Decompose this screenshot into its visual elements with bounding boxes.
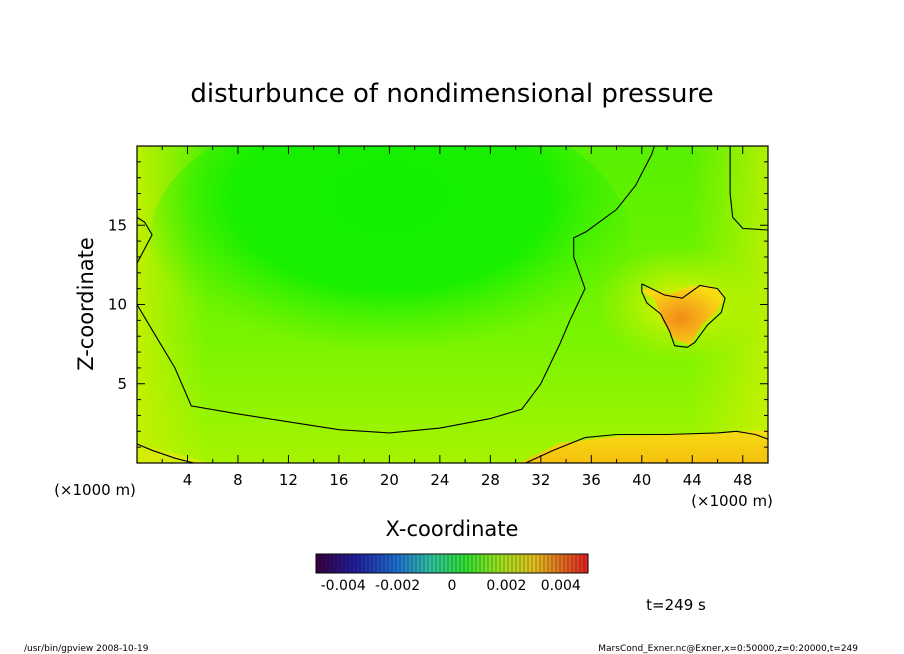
- x-axis-ticks: 4 8 12 16 20 24 28 32 36 40 44 48: [161, 146, 752, 489]
- zero-contour-blob: [641, 283, 726, 348]
- x-tick-label: 48: [733, 471, 752, 489]
- x-tick-label: 28: [481, 471, 500, 489]
- y-unit-label: (×1000 m): [54, 481, 136, 499]
- zero-contour-main: [137, 146, 655, 434]
- zero-contour-top-right: [729, 146, 768, 231]
- x-unit-label: (×1000 m): [691, 492, 773, 510]
- colorbar-tick-label: -0.002: [375, 578, 420, 594]
- colorbar-tick-label: -0.004: [321, 578, 366, 594]
- heatmap-field: [137, 146, 768, 463]
- colorbar-tick-label: 0.004: [541, 578, 581, 594]
- x-tick-label: 12: [279, 471, 298, 489]
- x-tick-label: 24: [430, 471, 449, 489]
- x-tick-label: 20: [380, 471, 399, 489]
- footer-right: MarsCond_Exner.nc@Exner,x=0:50000,z=0:20…: [598, 644, 858, 654]
- y-tick-label: 10: [108, 296, 127, 314]
- x-tick-label: 8: [233, 471, 243, 489]
- x-tick-label: 40: [632, 471, 651, 489]
- y-tick-label: 5: [117, 375, 127, 393]
- zero-contour-bottom-right: [525, 430, 768, 463]
- contour-lines: [137, 146, 768, 463]
- colorbar-tick-labels: -0.004 -0.002 0 0.002 0.004: [321, 578, 581, 594]
- y-axis-label: Z-coordinate: [74, 237, 98, 371]
- footer-left: /usr/bin/gpview 2008-10-19: [24, 644, 149, 654]
- y-tick-label: 15: [108, 216, 127, 234]
- x-tick-label: 36: [582, 471, 601, 489]
- chart-title: disturbunce of nondimensional pressure: [190, 79, 713, 109]
- x-tick-label: 4: [183, 471, 193, 489]
- colorbar-tick-label: 0.002: [486, 578, 526, 594]
- y-axis-ticks: 5 10 15: [108, 161, 768, 448]
- x-tick-label: 16: [329, 471, 348, 489]
- zero-contour-bottom-left: [137, 443, 194, 463]
- x-tick-label: 44: [683, 471, 702, 489]
- x-tick-label: 32: [531, 471, 550, 489]
- colorbar: -0.004 -0.002 0 0.002 0.004: [315, 553, 589, 594]
- x-axis-label: X-coordinate: [386, 517, 519, 541]
- colorbar-tick-label: 0: [448, 578, 457, 594]
- time-label: t=249 s: [646, 596, 706, 614]
- colorbar-stripes: [319, 555, 585, 572]
